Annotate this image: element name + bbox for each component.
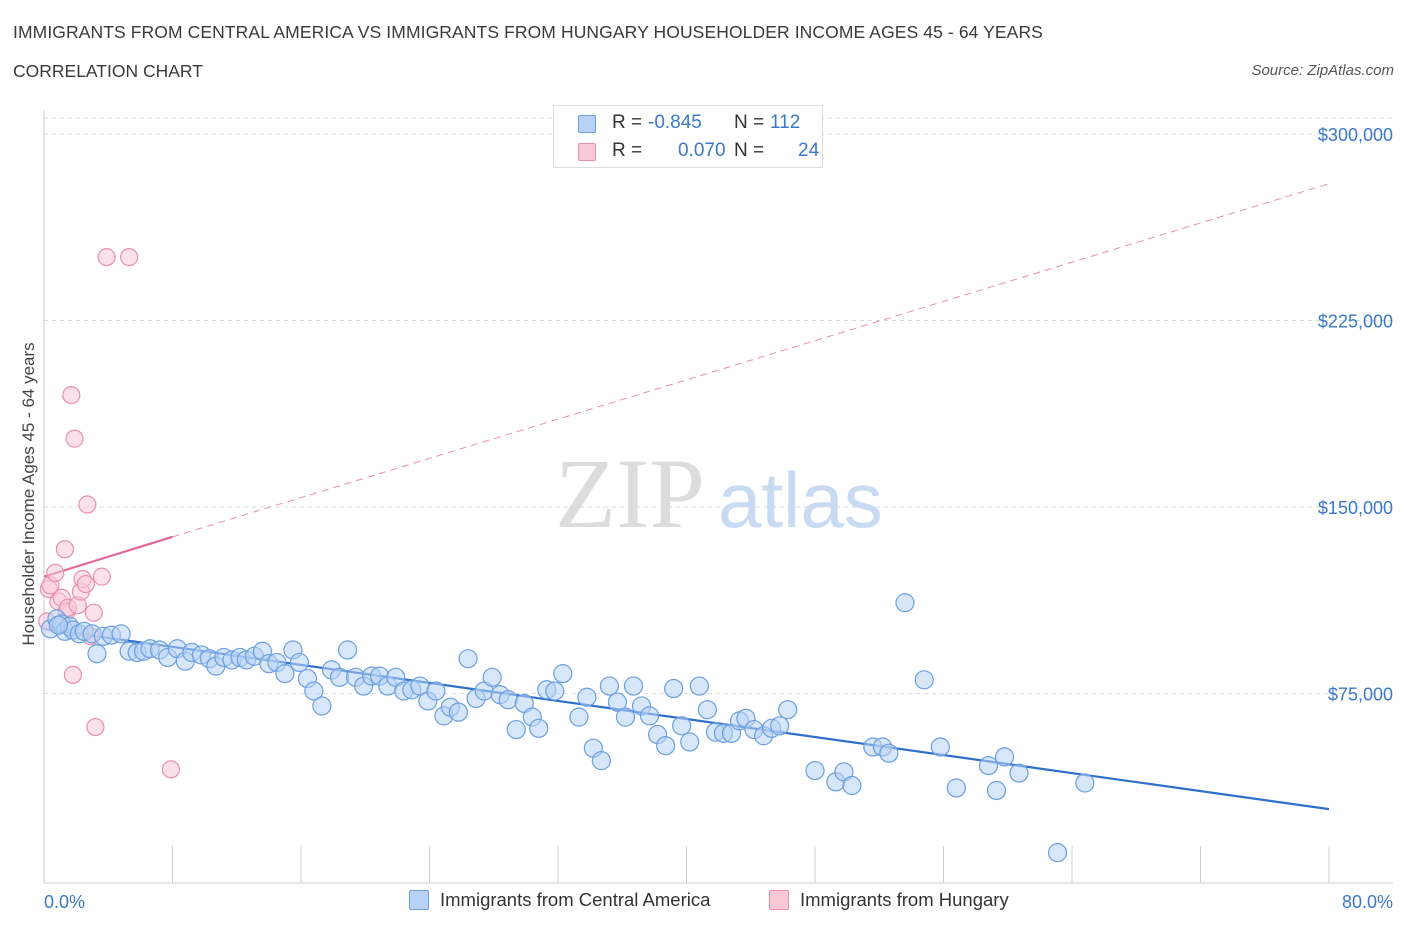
watermark: ZIP atlas	[555, 438, 883, 549]
point-hungary	[46, 563, 65, 582]
point-central-america	[289, 652, 309, 673]
point-central-america	[615, 707, 636, 727]
point-central-america	[672, 716, 692, 736]
point-central-america	[1075, 773, 1095, 793]
legend-r-label: R =	[612, 140, 643, 161]
grid-lines	[44, 117, 1393, 694]
point-central-america	[569, 707, 589, 727]
chart-subtitle: CORRELATION CHART	[13, 61, 203, 81]
watermark-zip: ZIP	[555, 438, 705, 549]
point-central-america	[1047, 843, 1068, 863]
y-tick-label: $300,000	[1318, 125, 1393, 145]
point-central-america	[607, 692, 628, 712]
point-central-america	[111, 624, 131, 644]
point-hungary	[120, 247, 139, 267]
point-central-america	[275, 664, 295, 684]
point-central-america	[805, 760, 825, 781]
point-central-america	[623, 676, 644, 696]
legend-swatch-hungary	[578, 143, 596, 161]
bottom-legend-label: Immigrants from Central America	[440, 889, 711, 910]
point-central-america	[545, 681, 565, 701]
point-central-america	[879, 743, 899, 763]
legend-r-label: R =	[612, 112, 643, 133]
point-hungary	[78, 495, 97, 514]
point-central-america	[778, 700, 798, 720]
axes	[43, 110, 1393, 884]
point-central-america	[930, 737, 950, 757]
point-central-america	[329, 667, 350, 687]
point-central-america	[689, 676, 709, 696]
point-central-america	[946, 778, 966, 798]
legend-r-value: -0.845	[648, 112, 702, 133]
point-hungary	[63, 665, 83, 684]
bottom-legend-hungary: Immigrants from Hungary	[769, 889, 1009, 911]
tick-labels: $75,000 $150,000 $225,000 $300,000 0.0% 80.0%	[44, 125, 1393, 912]
point-central-america	[448, 702, 469, 722]
point-hungary	[84, 603, 103, 622]
point-hungary	[86, 717, 105, 737]
bottom-legend-swatch-hungary	[769, 890, 789, 910]
point-central-america	[304, 681, 324, 701]
point-hungary	[65, 429, 84, 448]
point-central-america	[978, 756, 999, 776]
point-central-america	[1009, 763, 1029, 783]
data-points	[38, 247, 1095, 863]
point-hungary	[76, 574, 95, 594]
point-central-america	[697, 700, 717, 720]
bottom-legend-label: Immigrants from Hungary	[800, 889, 1009, 910]
bottom-legend-central-america: Immigrants from Central America	[409, 889, 710, 911]
point-hungary	[92, 567, 111, 586]
point-hungary	[62, 386, 81, 405]
point-central-america	[337, 640, 358, 660]
point-central-america	[48, 615, 69, 635]
watermark-atlas: atlas	[718, 456, 883, 544]
point-central-america	[639, 706, 660, 726]
y-tick-label: $225,000	[1318, 312, 1393, 332]
point-central-america	[506, 719, 526, 740]
legend-n-label: N =	[734, 140, 765, 161]
point-central-america	[529, 718, 549, 738]
point-central-america	[770, 716, 790, 736]
point-central-america	[656, 736, 676, 756]
point-central-america	[914, 670, 934, 690]
point-central-america	[482, 667, 502, 687]
x-tick-label: 80.0%	[1342, 892, 1393, 912]
point-central-america	[994, 747, 1015, 767]
trend-line-hungary-extension	[172, 183, 1330, 538]
point-central-america	[577, 687, 597, 707]
point-central-america	[842, 775, 862, 796]
point-hungary	[97, 247, 116, 267]
legend-n-value: 112	[770, 112, 801, 133]
legend-n-value: 24	[798, 140, 820, 161]
y-tick-label: $75,000	[1328, 685, 1393, 705]
point-central-america	[426, 681, 446, 701]
chart-source: Source: ZipAtlas.com	[1251, 62, 1394, 79]
point-central-america	[591, 751, 611, 771]
chart-title: IMMIGRANTS FROM CENTRAL AMERICA VS IMMIG…	[13, 22, 1043, 42]
legend-swatch-central-america	[578, 115, 596, 133]
correlation-legend: R = -0.845 N = 112 R = 0.070 N = 24	[553, 105, 823, 168]
y-axis-label: Householder Income Ages 45 - 64 years	[19, 342, 38, 645]
point-central-america	[680, 732, 700, 752]
point-central-america	[553, 664, 573, 684]
x-tick-label: 0.0%	[44, 892, 85, 912]
point-central-america	[895, 593, 915, 613]
bottom-legend-swatch-central-america	[409, 890, 429, 910]
point-hungary	[161, 760, 180, 779]
point-central-america	[498, 690, 518, 710]
point-central-america	[986, 780, 1007, 801]
point-central-america	[312, 696, 332, 716]
point-central-america	[87, 644, 107, 664]
legend-r-value: 0.070	[678, 140, 726, 161]
point-central-america	[664, 678, 684, 699]
point-central-america	[458, 649, 478, 669]
point-hungary	[55, 540, 74, 559]
point-central-america	[599, 676, 620, 696]
legend-n-label: N =	[734, 112, 765, 133]
y-tick-label: $150,000	[1318, 498, 1393, 518]
trend-line-hungary	[43, 535, 173, 578]
